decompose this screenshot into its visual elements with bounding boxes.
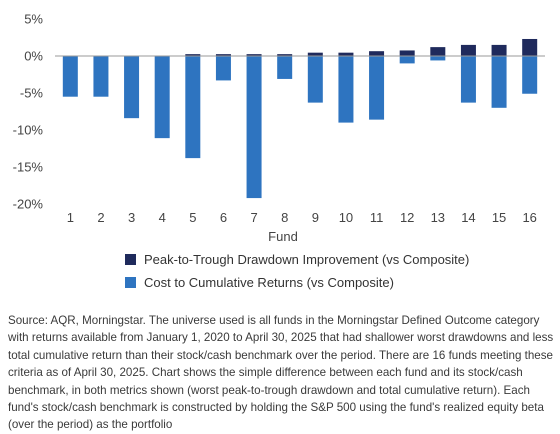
bar-cost-cumulative-returns (430, 56, 446, 61)
bar-drawdown-improvement (307, 52, 323, 56)
y-tick-label: 5% (24, 12, 43, 27)
x-tick-label: 14 (461, 210, 475, 225)
bar-drawdown-improvement (491, 44, 507, 56)
y-tick-label: -10% (13, 123, 44, 138)
legend: Peak-to-Trough Drawdown Improvement (vs … (125, 249, 469, 295)
bar-drawdown-improvement (369, 51, 385, 56)
x-tick-label: 1 (67, 210, 74, 225)
x-tick-label: 5 (189, 210, 196, 225)
bar-cost-cumulative-returns (399, 56, 415, 64)
bar-cost-cumulative-returns (460, 56, 476, 103)
bar-cost-cumulative-returns (522, 56, 538, 94)
legend-item-cost: Cost to Cumulative Returns (vs Composite… (125, 272, 469, 292)
bar-cost-cumulative-returns (491, 56, 507, 108)
bar-drawdown-improvement (522, 38, 538, 56)
y-tick-label: -20% (13, 197, 44, 212)
legend-label-drawdown: Peak-to-Trough Drawdown Improvement (vs … (144, 251, 470, 267)
x-tick-label: 2 (97, 210, 104, 225)
bar-drawdown-improvement (246, 54, 262, 56)
x-tick-label: 10 (339, 210, 353, 225)
bar-cost-cumulative-returns (338, 56, 354, 123)
bar-drawdown-improvement (215, 54, 231, 56)
bar-drawdown-improvement (277, 54, 293, 56)
y-tick-label: 0% (24, 49, 43, 64)
bar-drawdown-improvement (338, 52, 354, 56)
x-tick-label: 3 (128, 210, 135, 225)
x-tick-label: 6 (220, 210, 227, 225)
bar-cost-cumulative-returns (215, 56, 231, 81)
legend-item-drawdown: Peak-to-Trough Drawdown Improvement (vs … (125, 249, 469, 269)
x-tick-label: 11 (370, 210, 384, 225)
bar-drawdown-improvement (460, 44, 476, 56)
x-tick-label: 16 (522, 210, 536, 225)
bar-cost-cumulative-returns (307, 56, 323, 103)
bar-cost-cumulative-returns (277, 56, 293, 79)
bar-cost-cumulative-returns (185, 56, 201, 159)
bar-cost-cumulative-returns (246, 56, 262, 199)
bar-cost-cumulative-returns (369, 56, 385, 120)
legend-swatch-drawdown (125, 253, 136, 265)
x-tick-label: 13 (431, 210, 445, 225)
bar-cost-cumulative-returns (62, 56, 78, 97)
source-footnote: Source: AQR, Morningstar. The universe u… (8, 314, 554, 432)
bar-cost-cumulative-returns (93, 56, 109, 97)
x-tick-label: 12 (400, 210, 414, 225)
bar-cost-cumulative-returns (154, 56, 170, 139)
x-tick-label: 8 (281, 210, 288, 225)
bar-drawdown-improvement (430, 47, 446, 56)
bar-drawdown-improvement (185, 54, 201, 56)
x-tick-label: 15 (492, 210, 506, 225)
x-tick-label: 4 (159, 210, 166, 225)
bar-cost-cumulative-returns (124, 56, 140, 119)
x-tick-label: 7 (250, 210, 257, 225)
bar-drawdown-improvement (399, 50, 415, 56)
legend-swatch-cost (125, 276, 136, 288)
y-tick-label: -15% (13, 160, 44, 175)
legend-label-cost: Cost to Cumulative Returns (vs Composite… (144, 274, 394, 290)
bar-chart: 5%0%-5%-10%-15%-20%1 2 3 4 5 6 7 8 9 10 11 12 13 14 15… (13, 12, 545, 244)
x-tick-label: 9 (312, 210, 319, 225)
x-axis-title: Fund (268, 229, 298, 244)
y-tick-label: -5% (20, 86, 44, 101)
